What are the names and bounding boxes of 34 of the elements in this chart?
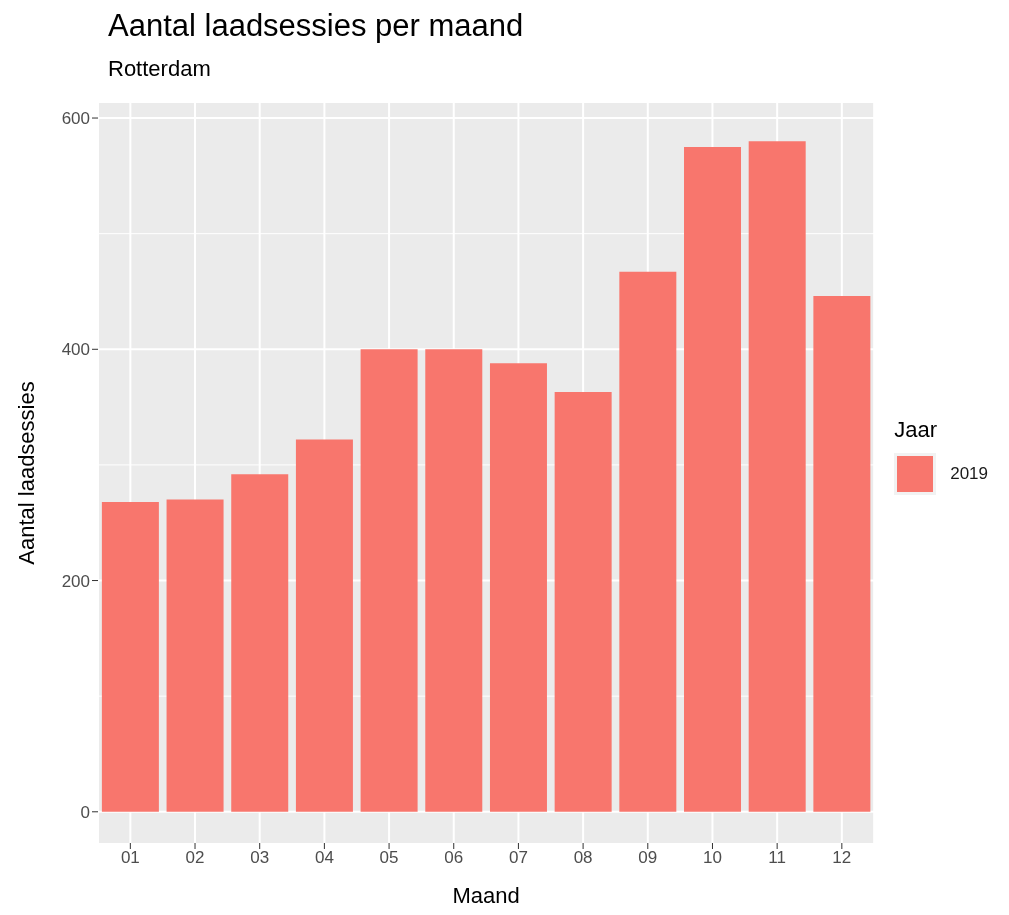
x-tick-label: 12 [832,848,852,868]
bar [295,439,353,812]
bar [684,146,742,812]
y-tick-label: 200 [61,571,90,591]
bar [101,501,159,812]
chart-subtitle: Rotterdam [108,56,212,82]
bar [619,271,677,812]
text: 2019 [950,463,988,484]
x-tick-label: 01 [120,848,140,868]
x-tick-label: 10 [703,848,722,868]
bar [489,363,547,812]
x-tick-label: 06 [444,848,464,868]
x-tick-label: 11 [768,848,786,868]
bar [813,296,871,812]
x-tick-label: 02 [185,848,205,868]
y-tick-label: 0 [80,802,90,822]
bar [166,499,224,812]
x-tick-label: 03 [250,848,270,868]
legend-title: Jaar [894,416,938,443]
bar [425,349,483,812]
y-tick-label: 400 [61,340,90,360]
bar [554,392,612,812]
y-tick-label: 600 [61,109,90,129]
bar [748,141,806,812]
bar [360,349,418,812]
x-axis-title: Maand [452,883,520,908]
x-tick-label: 07 [508,848,528,868]
x-tick-label: 04 [314,848,334,868]
bar [231,474,289,812]
x-tick-label: 05 [379,848,399,868]
x-tick-label: 09 [638,848,658,868]
x-tick-label: 08 [573,848,593,868]
y-axis-title: Aantal laadsessies [13,381,39,565]
chart-title: Aantal laadsessies per maand [108,8,524,44]
